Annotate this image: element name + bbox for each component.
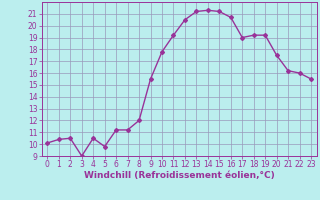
X-axis label: Windchill (Refroidissement éolien,°C): Windchill (Refroidissement éolien,°C)	[84, 171, 275, 180]
